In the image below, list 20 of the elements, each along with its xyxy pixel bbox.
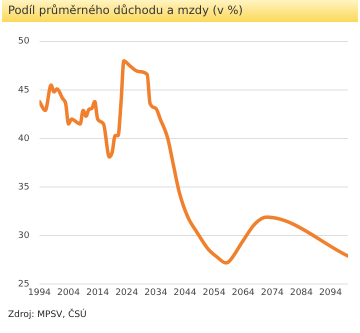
- chart-title: Podíl průměrného důchodu a mzdy (v %): [8, 3, 243, 17]
- line-series: [39, 59, 348, 265]
- y-tick-label: 35: [18, 182, 30, 192]
- x-tick-label: 2034: [144, 288, 168, 298]
- y-tick-label: 50: [18, 36, 30, 47]
- x-tick-label: 2054: [202, 288, 226, 298]
- x-tick-label: 2094: [319, 288, 342, 298]
- x-tick-label: 2064: [232, 288, 255, 298]
- x-tick-label: 2084: [290, 288, 314, 298]
- x-tick-label: 2024: [115, 288, 138, 298]
- x-tick-label: 2044: [174, 288, 197, 298]
- x-tick-label: 2074: [260, 288, 284, 298]
- x-tick-label: 2014: [86, 288, 110, 298]
- x-tick-label: 1994: [28, 288, 52, 298]
- y-tick-label: 25: [18, 280, 30, 290]
- y-tick-label: 40: [18, 134, 30, 144]
- y-tick-label: 45: [18, 85, 30, 96]
- x-tick-label: 2004: [57, 288, 80, 298]
- y-tick-label: 30: [18, 230, 30, 241]
- text: Zdroj: MPSV, ČSÚ: [8, 310, 87, 320]
